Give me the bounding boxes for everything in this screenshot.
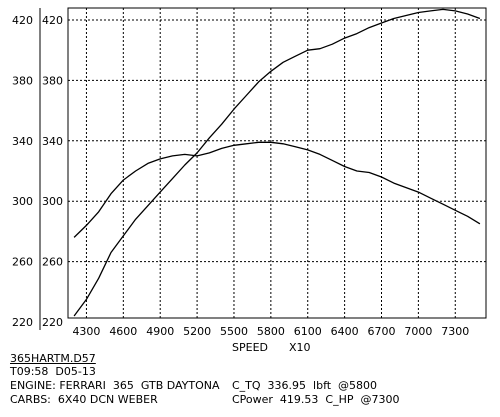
x-tick-label: 5800 [257,325,285,338]
x-axis-unit: X10 [288,341,311,354]
power-peak: CPower 419.53 C_HP @7300 [232,393,400,406]
y-tick-right-label: 260 [42,256,63,269]
x-axis-ticks: 4300 4600 4900 5200 5500 5800 6100 6400 6700 7000… [72,325,469,338]
y-tick-left-label: 260 [12,256,33,269]
y-tick-left-label: 340 [12,135,33,148]
series-line-2 [73,8,481,317]
x-tick-label: 6700 [368,325,396,338]
y-tick-left-label: 300 [12,195,33,208]
x-tick-label: 7300 [441,325,469,338]
file-title: 365HARTM.D57 [10,352,96,365]
plot-frame [67,7,487,319]
y-tick-right-label: 300 [42,195,63,208]
y-axis-right-ticks: 220 260 300 340 380 420 [42,14,63,329]
x-tick-label: 6400 [331,325,359,338]
series-lines [73,8,481,317]
engine-info: ENGINE: FERRARI 365 GTB DAYTONA [10,379,220,392]
x-tick-label: 4900 [146,325,174,338]
y-tick-right-label: 340 [42,135,63,148]
series-line-1 [73,141,481,238]
x-tick-label: 4300 [72,325,100,338]
x-tick-label: 7000 [404,325,432,338]
x-axis-title: SPEED [232,341,268,354]
time-date: T09:58 D05-13 [10,365,96,378]
x-tick-label: 5200 [183,325,211,338]
x-tick-label: 6100 [294,325,322,338]
torque-peak: C_TQ 336.95 lbft @5800 [232,379,378,392]
y-axis-left-ticks: 220 260 300 340 380 420 [12,14,33,329]
y-tick-left-label: 220 [12,316,33,329]
x-axis-label: SPEED X10 [232,341,311,354]
grid-lines [68,8,486,318]
y-tick-right-label: 380 [42,74,63,87]
x-tick-label: 4600 [109,325,137,338]
y-tick-right-label: 420 [42,14,63,27]
carbs-info: CARBS: 6X40 DCN WEBER [10,393,158,406]
dyno-chart: 220 260 300 340 380 420 220 260 300 340 380 420 43… [12,7,487,338]
y-tick-right-label: 220 [42,316,63,329]
x-tick-label: 5500 [220,325,248,338]
y-tick-left-label: 380 [12,74,33,87]
y-tick-left-label: 420 [12,14,33,27]
